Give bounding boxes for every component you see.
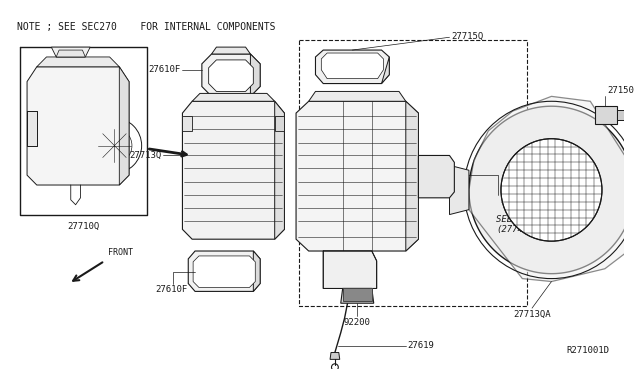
Polygon shape [51,47,90,57]
Polygon shape [469,96,640,282]
Text: SEE SEC270: SEE SEC270 [496,215,550,224]
Polygon shape [188,251,260,291]
Text: (27743NA): (27743NA) [496,225,545,234]
Polygon shape [182,116,192,131]
Polygon shape [193,256,255,288]
Polygon shape [321,53,383,78]
Polygon shape [595,106,616,124]
Text: 27150: 27150 [607,86,634,95]
Polygon shape [275,116,284,131]
Polygon shape [27,111,36,145]
Polygon shape [469,106,634,274]
Text: 27710Q: 27710Q [67,221,99,231]
Polygon shape [419,155,454,198]
Polygon shape [253,251,260,291]
Polygon shape [275,101,284,239]
Polygon shape [296,101,419,251]
Polygon shape [449,165,469,215]
Polygon shape [316,50,389,84]
Polygon shape [330,353,340,359]
Text: 27713Q: 27713Q [129,151,161,160]
Text: 27491: 27491 [500,196,527,205]
Polygon shape [209,60,253,92]
Polygon shape [323,251,377,288]
Polygon shape [27,67,129,185]
Polygon shape [212,47,250,54]
Text: 27610F: 27610F [156,285,188,295]
Text: 27715Q: 27715Q [451,32,484,41]
Circle shape [501,139,602,241]
Polygon shape [250,54,260,96]
Text: FRONT: FRONT [108,248,132,257]
Text: 27713QA: 27713QA [513,310,551,319]
Polygon shape [340,288,374,303]
Text: 92200: 92200 [344,318,371,327]
Text: 27619: 27619 [408,341,435,350]
Polygon shape [36,57,119,67]
Polygon shape [342,288,372,301]
Polygon shape [56,50,85,57]
Text: R271001D: R271001D [567,346,610,355]
Text: 27610F: 27610F [148,65,180,74]
Polygon shape [192,93,275,101]
Polygon shape [308,92,406,101]
Polygon shape [616,110,629,120]
Polygon shape [406,101,419,251]
Polygon shape [381,57,389,84]
Polygon shape [182,101,284,239]
Text: NOTE ; SEE SEC270    FOR INTERNAL COMPONENTS: NOTE ; SEE SEC270 FOR INTERNAL COMPONENT… [17,22,276,32]
Polygon shape [119,67,129,185]
Polygon shape [202,54,260,96]
